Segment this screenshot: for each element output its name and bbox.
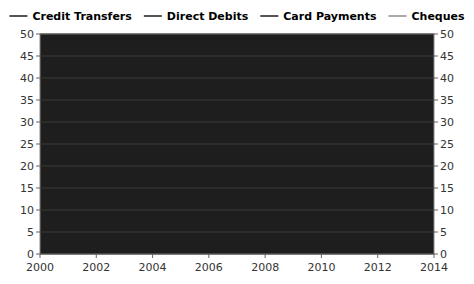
legend-label: Credit Transfers [32, 10, 132, 23]
x-tick [152, 254, 153, 258]
legend-swatch [9, 15, 27, 17]
legend-swatch [260, 15, 278, 17]
legend: Credit Transfers Direct Debits Card Paymen… [9, 10, 465, 23]
y2-tick-label: 45 [440, 50, 454, 63]
y2-tick [434, 122, 438, 123]
grid-line [40, 122, 434, 123]
y2-tick-label: 20 [440, 160, 454, 173]
legend-label: Direct Debits [167, 10, 249, 23]
x-tick-label: 2004 [139, 261, 167, 274]
y2-tick [434, 78, 438, 79]
y-tick [36, 122, 40, 123]
y2-tick [434, 232, 438, 233]
grid-line [40, 100, 434, 101]
y2-tick-label: 50 [440, 28, 454, 41]
y2-tick [434, 144, 438, 145]
y2-tick [434, 210, 438, 211]
y-tick [36, 210, 40, 211]
y-tick-label: 35 [20, 94, 34, 107]
y-tick-label: 20 [20, 160, 34, 173]
chart: 2000200220042006200820102012201405101520… [0, 0, 474, 284]
y2-tick-label: 30 [440, 116, 454, 129]
y2-tick-label: 25 [440, 138, 454, 151]
x-tick-label: 2012 [364, 261, 392, 274]
y2-tick-label: 5 [440, 226, 447, 239]
y-tick-label: 10 [20, 204, 34, 217]
x-tick-label: 2010 [307, 261, 335, 274]
y-tick [36, 100, 40, 101]
grid-line [40, 56, 434, 57]
y2-tick-label: 40 [440, 72, 454, 85]
y-tick-label: 30 [20, 116, 34, 129]
plot-area [40, 34, 434, 254]
x-tick [96, 254, 97, 258]
y2-tick [434, 100, 438, 101]
x-tick [434, 254, 435, 258]
y-tick [36, 144, 40, 145]
x-tick [265, 254, 266, 258]
y-tick-label: 50 [20, 28, 34, 41]
y2-tick [434, 56, 438, 57]
legend-swatch [144, 15, 162, 17]
grid-line [40, 210, 434, 211]
grid-line [40, 254, 434, 255]
y2-tick-label: 0 [440, 248, 447, 261]
y2-tick-label: 10 [440, 204, 454, 217]
x-tick [321, 254, 322, 258]
y2-tick [434, 188, 438, 189]
y-tick-label: 0 [27, 248, 34, 261]
grid-line [40, 188, 434, 189]
x-tick [40, 254, 41, 258]
y2-tick [434, 166, 438, 167]
y-tick [36, 34, 40, 35]
x-tick-label: 2006 [195, 261, 223, 274]
y2-tick-label: 15 [440, 182, 454, 195]
y-tick [36, 166, 40, 167]
grid-line [40, 78, 434, 79]
y-tick-label: 40 [20, 72, 34, 85]
y-tick-label: 25 [20, 138, 34, 151]
y-tick-label: 45 [20, 50, 34, 63]
x-tick-label: 2008 [251, 261, 279, 274]
y-tick-label: 15 [20, 182, 34, 195]
legend-label: Card Payments [283, 10, 377, 23]
y-tick [36, 254, 40, 255]
legend-label: Cheques [412, 10, 466, 23]
y-tick [36, 188, 40, 189]
y-tick [36, 56, 40, 57]
legend-swatch [389, 15, 407, 17]
y2-tick [434, 34, 438, 35]
y-tick [36, 78, 40, 79]
y-tick-label: 5 [27, 226, 34, 239]
grid-line [40, 144, 434, 145]
grid-line [40, 232, 434, 233]
x-tick [377, 254, 378, 258]
y2-tick-label: 35 [440, 94, 454, 107]
grid [40, 34, 434, 254]
y2-tick [434, 254, 438, 255]
x-tick-label: 2014 [420, 261, 448, 274]
y-tick [36, 232, 40, 233]
grid-line [40, 34, 434, 35]
grid-line [40, 166, 434, 167]
x-tick-label: 2002 [82, 261, 110, 274]
x-tick-label: 2000 [26, 261, 54, 274]
x-tick [208, 254, 209, 258]
